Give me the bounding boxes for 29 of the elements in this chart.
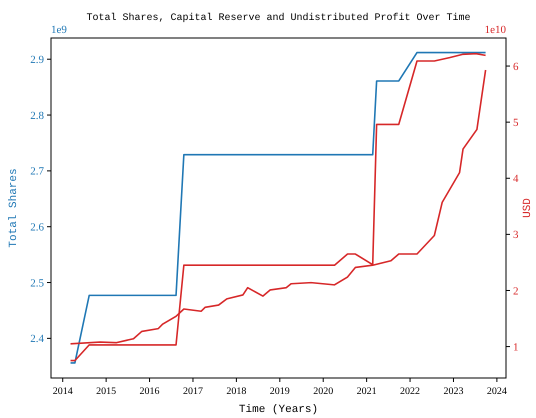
x-tick-label: 2024	[486, 386, 507, 397]
y2-tick-label: 4	[513, 173, 519, 186]
x-tick-label: 2016	[140, 386, 160, 397]
x-tick-label: 2019	[270, 386, 290, 397]
text: 1e9	[51, 24, 68, 36]
y-tick-label: 2.4	[30, 333, 44, 346]
text: 1e10	[484, 24, 506, 36]
y-tick-label: 2.7	[30, 166, 44, 178]
y2-tick-label: 1	[513, 341, 518, 354]
x-tick-label: 2015	[96, 386, 116, 397]
x-tick-label: 2023	[443, 386, 464, 397]
y-axis-title: Total Shares	[8, 168, 20, 248]
y2-tick-label: 2	[513, 285, 518, 298]
y2-axis-title: USD	[522, 198, 534, 218]
y2-tick-label: 5	[513, 117, 519, 130]
y-tick-label: 2.5	[30, 277, 44, 290]
x-tick-label: 2018	[226, 386, 246, 397]
x-axis-title: Time (Years)	[238, 404, 318, 416]
x-tick-label: 2021	[356, 386, 377, 397]
y-tick-label: 2.9	[30, 54, 44, 66]
x-tick-label: 2022	[400, 386, 420, 397]
y2-tick-label: 6	[513, 60, 519, 73]
x-tick-label: 2014	[52, 386, 73, 397]
y-tick-label: 2.6	[30, 222, 44, 234]
x-tick-label: 2017	[182, 386, 203, 397]
x-tick-label: 2020	[313, 386, 334, 397]
y-tick-label: 2.8	[30, 110, 44, 122]
y2-tick-label: 3	[513, 229, 519, 242]
chart-title: Total Shares, Capital Reserve and Undistributed Profit Over Time	[86, 12, 471, 24]
